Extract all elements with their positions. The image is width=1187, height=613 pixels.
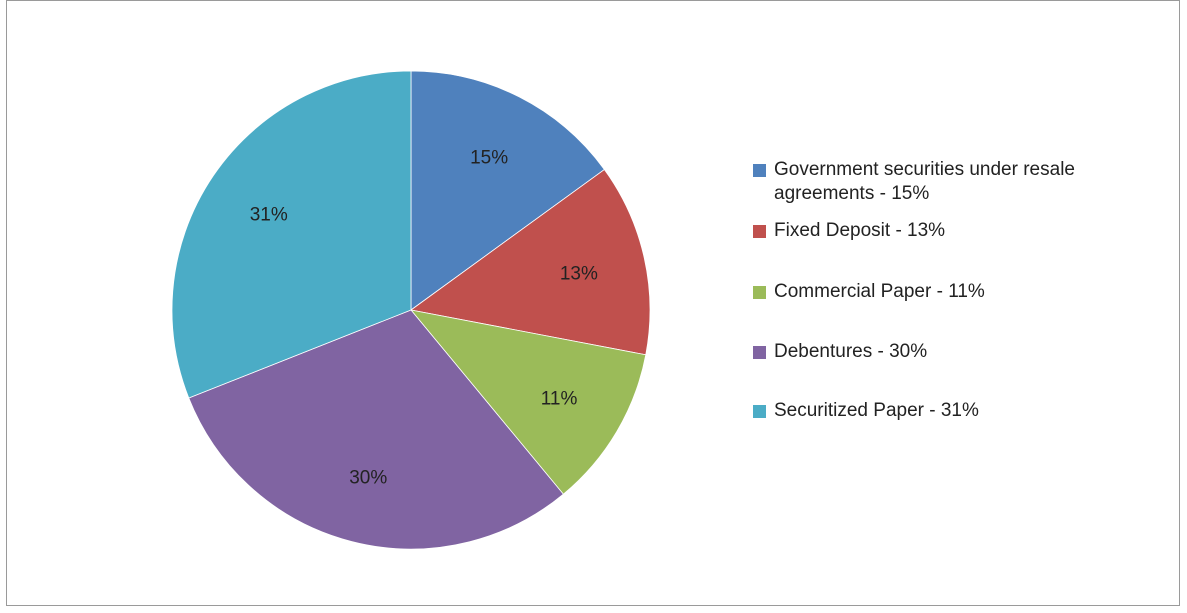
pie-slice-1 (410, 70, 605, 311)
legend-swatch (753, 225, 766, 238)
pie-slices (171, 70, 651, 550)
pie-slice-label-5: 31% (250, 204, 288, 225)
pie-slice-labels: 15% 13% 11% 30% 31% (250, 148, 598, 489)
pie-slice-label-4: 30% (349, 468, 387, 489)
legend-swatch (753, 164, 766, 177)
pie-slice-4 (188, 309, 564, 550)
pie-slice-label-1: 15% (470, 148, 508, 169)
legend-swatch (753, 286, 766, 299)
pie-slice-3 (409, 309, 647, 495)
legend-swatch (753, 346, 766, 359)
legend-label: Debentures - 30% (774, 341, 928, 362)
pie-slice-2 (410, 168, 651, 356)
legend-label: Securitized Paper - 31% (774, 400, 979, 421)
legend-label: Commercial Paper - 11% (774, 281, 985, 302)
legend-label: Government securities under resale agree… (774, 159, 1075, 204)
pie-slice-label-2: 13% (560, 263, 598, 284)
pie-slice-5 (171, 70, 412, 399)
legend-swatch (753, 405, 766, 418)
pie-slice-label-3: 11% (541, 389, 578, 410)
legend-label: Fixed Deposit - 13% (774, 220, 946, 241)
